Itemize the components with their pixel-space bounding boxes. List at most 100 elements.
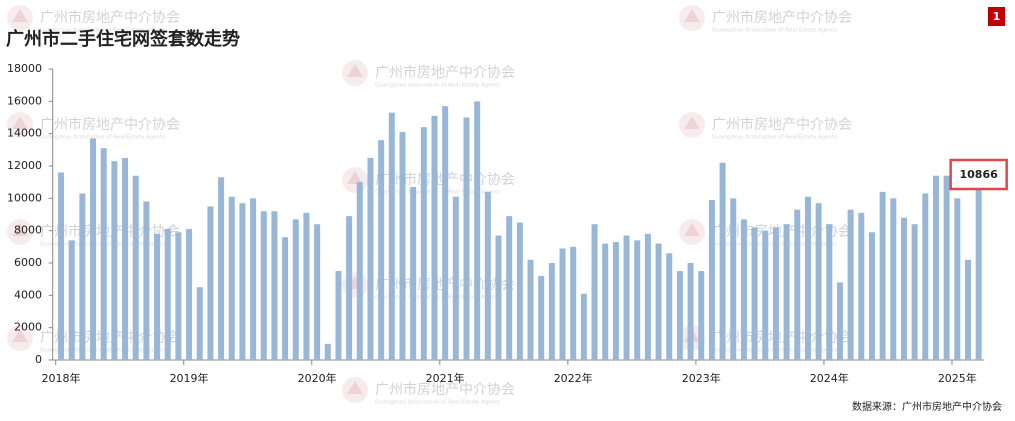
bar [282, 237, 289, 360]
bar [132, 175, 139, 360]
bar [751, 227, 758, 360]
bar [538, 275, 545, 360]
watermark-subtext: Guangzhou Association of Real Estate Age… [375, 190, 500, 196]
bar [58, 172, 65, 360]
y-tick-label: 0 [35, 353, 42, 366]
y-tick-label: 18000 [7, 62, 42, 75]
bar [90, 138, 97, 360]
source-note: 数据来源：广州市房地产中介协会 [852, 400, 1002, 413]
bar [79, 193, 86, 360]
watermark-text: 广州市房地产中介协会 [375, 381, 515, 398]
bar [442, 106, 449, 360]
bar [218, 177, 225, 360]
bar [335, 271, 342, 360]
bar [708, 199, 715, 360]
bar [740, 219, 747, 360]
bar [954, 198, 961, 360]
page-number: 1 [993, 10, 1001, 23]
watermark-subtext: Guangzhou Association of Real Estate Age… [375, 83, 500, 89]
bar [527, 259, 534, 360]
bar [890, 198, 897, 360]
bar [495, 235, 502, 360]
bar [815, 203, 822, 360]
bar [879, 191, 886, 360]
watermark-subtext: Guangzhou Association of Real Estate Age… [40, 135, 165, 141]
bar [431, 115, 438, 360]
bar [794, 209, 801, 360]
bar [164, 229, 171, 360]
bar [847, 209, 854, 360]
bar [612, 241, 619, 360]
bar [548, 263, 555, 360]
bar [196, 287, 203, 360]
bar [410, 187, 417, 360]
watermark-logo [12, 9, 28, 22]
watermark-text: 广州市房地产中介协会 [40, 116, 180, 133]
bar [687, 263, 694, 360]
bar [399, 132, 406, 360]
bar [559, 248, 566, 360]
bar [868, 232, 875, 360]
bar [858, 212, 865, 360]
watermark-text: 广州市房地产中介协会 [40, 9, 180, 26]
bar [228, 196, 235, 360]
bar [623, 235, 630, 360]
watermark-logo [684, 116, 700, 129]
watermark-subtext: Guangzhou Association of Real Estate Age… [375, 295, 500, 301]
x-tick-label: 2024年 [810, 371, 849, 385]
bar [100, 148, 107, 360]
bar [186, 229, 193, 360]
page-badge [988, 7, 1005, 26]
bar [474, 101, 481, 360]
bar [655, 243, 662, 360]
highlight-box [949, 158, 1008, 191]
watermark-logo [684, 223, 700, 236]
bar [314, 224, 321, 360]
bar [570, 246, 577, 360]
watermark-subtext: Guangzhou Association of Real Estate Age… [40, 28, 165, 34]
bar [932, 175, 939, 360]
bar [260, 211, 267, 360]
bar [772, 227, 779, 360]
bar [143, 201, 150, 360]
bar [111, 161, 118, 360]
watermark-logo [347, 381, 363, 394]
bar [836, 282, 843, 360]
bar [271, 211, 278, 360]
watermark-logo [12, 223, 28, 236]
x-tick-label: 2022年 [554, 371, 593, 385]
y-tick-label: 12000 [7, 159, 42, 172]
bar [239, 203, 246, 360]
bar [719, 162, 726, 360]
bar [420, 127, 427, 360]
bar [698, 271, 705, 360]
y-tick-label: 6000 [14, 256, 42, 269]
watermark-subtext: Guangzhou Association of Real Estate Age… [712, 28, 837, 34]
bar [943, 175, 950, 360]
value-label: 10866 [960, 168, 999, 181]
x-tick-label: 2020年 [298, 371, 337, 385]
y-tick-label: 8000 [14, 224, 42, 237]
y-tick-label: 10000 [7, 191, 42, 204]
x-tick-label: 2025年 [938, 371, 977, 385]
watermark-subtext: Guangzhou Association of Real Estate Age… [712, 135, 837, 141]
bar [826, 224, 833, 360]
bar [911, 224, 918, 360]
bar [378, 140, 385, 360]
watermark-text: 广州市房地产中介协会 [712, 9, 852, 26]
watermark-logo [684, 9, 700, 22]
bar [922, 193, 929, 360]
y-tick-label: 4000 [14, 288, 42, 301]
bar [154, 233, 161, 360]
watermark-text: 广州市房地产中介协会 [375, 64, 515, 81]
y-tick-label: 2000 [14, 321, 42, 334]
bar [804, 196, 811, 360]
bar [324, 343, 331, 360]
bar [666, 253, 673, 360]
bar [303, 212, 310, 360]
x-tick-label: 2023年 [682, 371, 721, 385]
bar [175, 232, 182, 360]
bar [292, 219, 299, 360]
bar [762, 230, 769, 360]
